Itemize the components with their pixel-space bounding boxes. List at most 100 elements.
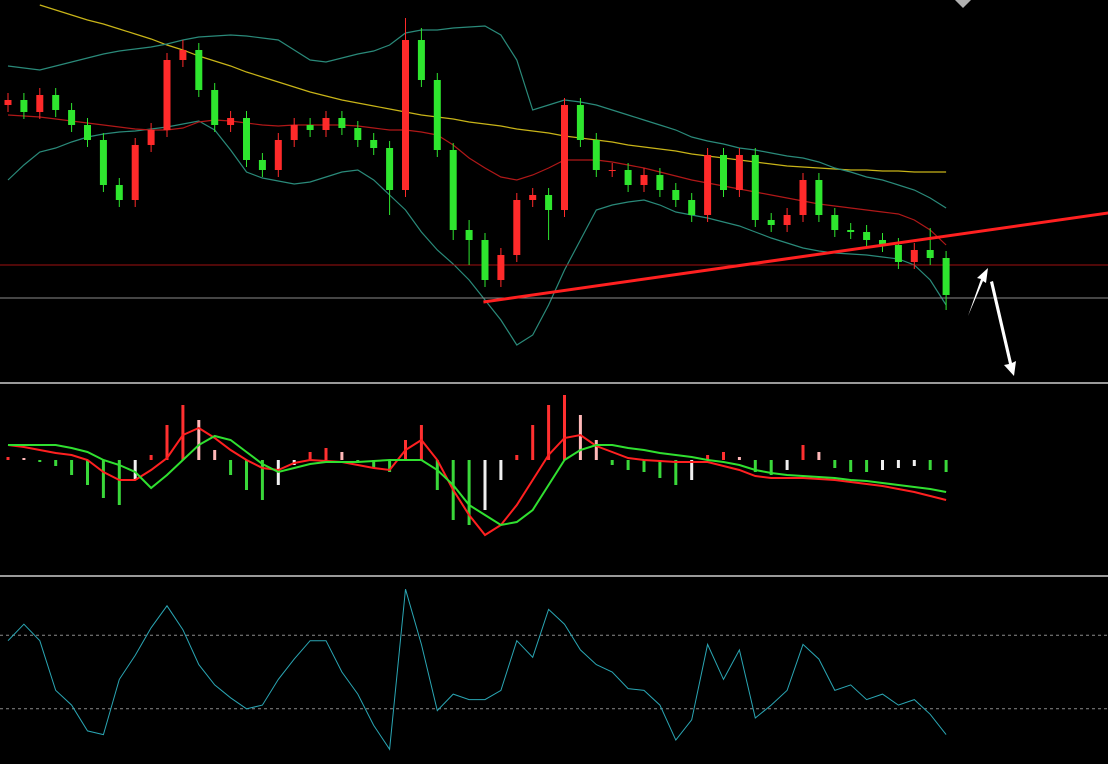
candle-body	[370, 140, 378, 148]
candle-body	[688, 200, 696, 215]
macd-bar	[229, 460, 233, 475]
macd-bar	[753, 460, 757, 472]
candle-body	[179, 50, 187, 60]
macd-bar	[54, 460, 58, 466]
macd-bar	[531, 425, 535, 460]
macd-bar	[6, 457, 10, 460]
macd-bar	[181, 405, 185, 460]
macd-bar	[213, 450, 217, 460]
marks	[0, 4, 1108, 751]
candle-body	[417, 40, 425, 80]
indicator-line	[7, 25, 947, 209]
candle-body	[243, 118, 250, 160]
candle-body	[115, 185, 123, 200]
arrows	[968, 268, 1016, 376]
macd-bar	[928, 460, 932, 470]
macd-bar	[547, 405, 551, 460]
macd-bar	[944, 460, 948, 472]
candle-body	[131, 145, 139, 200]
candle-body	[751, 155, 759, 220]
candle-body	[290, 125, 298, 140]
macd-bar	[833, 460, 837, 468]
candle-body	[227, 118, 235, 125]
macd-bar	[388, 460, 392, 472]
macd-bar	[849, 460, 853, 472]
candle-body	[894, 245, 902, 262]
candle-body	[910, 250, 918, 262]
macd-bar	[865, 460, 869, 472]
macd-bar	[133, 460, 137, 480]
candle-body	[354, 128, 362, 140]
macd-bar	[801, 445, 805, 460]
candle-body	[147, 130, 155, 145]
candle-body	[672, 190, 680, 200]
macd-bar	[70, 460, 74, 475]
candle-body	[767, 220, 775, 225]
macd-bar	[674, 460, 678, 485]
macd-bar	[896, 460, 900, 468]
macd-bar	[722, 452, 725, 460]
macd-bar	[38, 460, 42, 462]
candle-body	[735, 155, 743, 190]
candle-body	[99, 140, 107, 185]
candle-body	[322, 118, 330, 130]
candle-body	[656, 175, 664, 190]
macd-bar	[642, 460, 646, 472]
macd-bar	[324, 448, 328, 460]
scroll-marker	[955, 0, 971, 8]
macd-bar	[260, 460, 264, 500]
candle-body	[815, 180, 823, 215]
candle-body	[163, 60, 171, 130]
candle-body	[799, 180, 807, 215]
candle-body	[195, 50, 203, 90]
macd-bar	[769, 460, 773, 475]
macd-bar	[86, 460, 89, 485]
macd-bar	[499, 460, 503, 480]
candle-body	[4, 100, 12, 105]
macd-bar	[610, 460, 614, 465]
candle-body	[561, 105, 568, 210]
oscillator-line	[7, 589, 947, 751]
candle-body	[545, 195, 553, 210]
candle-body	[481, 240, 489, 280]
macd-bar	[197, 420, 201, 460]
macd-bar	[372, 460, 376, 468]
candle-body	[497, 255, 505, 280]
macd-bar	[340, 452, 344, 460]
candle-body	[36, 95, 44, 112]
macd-bar	[22, 458, 26, 460]
candle-body	[576, 105, 584, 140]
indicator-line	[39, 4, 947, 173]
candle-body	[20, 100, 28, 112]
macd-bar	[658, 460, 662, 478]
candle-body	[704, 155, 712, 215]
macd-bar	[737, 457, 741, 460]
trend-line	[483, 211, 1108, 304]
candle-body	[211, 90, 219, 125]
macd-bar	[165, 425, 169, 460]
candle-body	[831, 215, 839, 230]
macd-bar	[483, 460, 487, 510]
macd-bar	[706, 455, 710, 460]
candle-body	[720, 155, 727, 190]
candle-body	[624, 170, 632, 185]
macd-bar	[881, 460, 884, 470]
candle-body	[863, 232, 871, 240]
candle-body	[783, 215, 791, 225]
candle-body	[306, 125, 314, 130]
macd-bar	[245, 460, 248, 490]
candle-body	[942, 258, 950, 295]
macd-bar	[101, 460, 105, 498]
macd-bar	[594, 440, 598, 460]
candle-body	[529, 195, 537, 200]
macd-bar	[578, 415, 582, 460]
macd-bar	[435, 460, 439, 490]
candle-body	[258, 160, 266, 170]
macd-bar	[419, 425, 423, 460]
candle-body	[402, 40, 409, 190]
macd-bar	[690, 460, 694, 480]
macd-bar	[785, 460, 789, 470]
candle-body	[68, 110, 76, 125]
macd-bar	[817, 452, 821, 460]
